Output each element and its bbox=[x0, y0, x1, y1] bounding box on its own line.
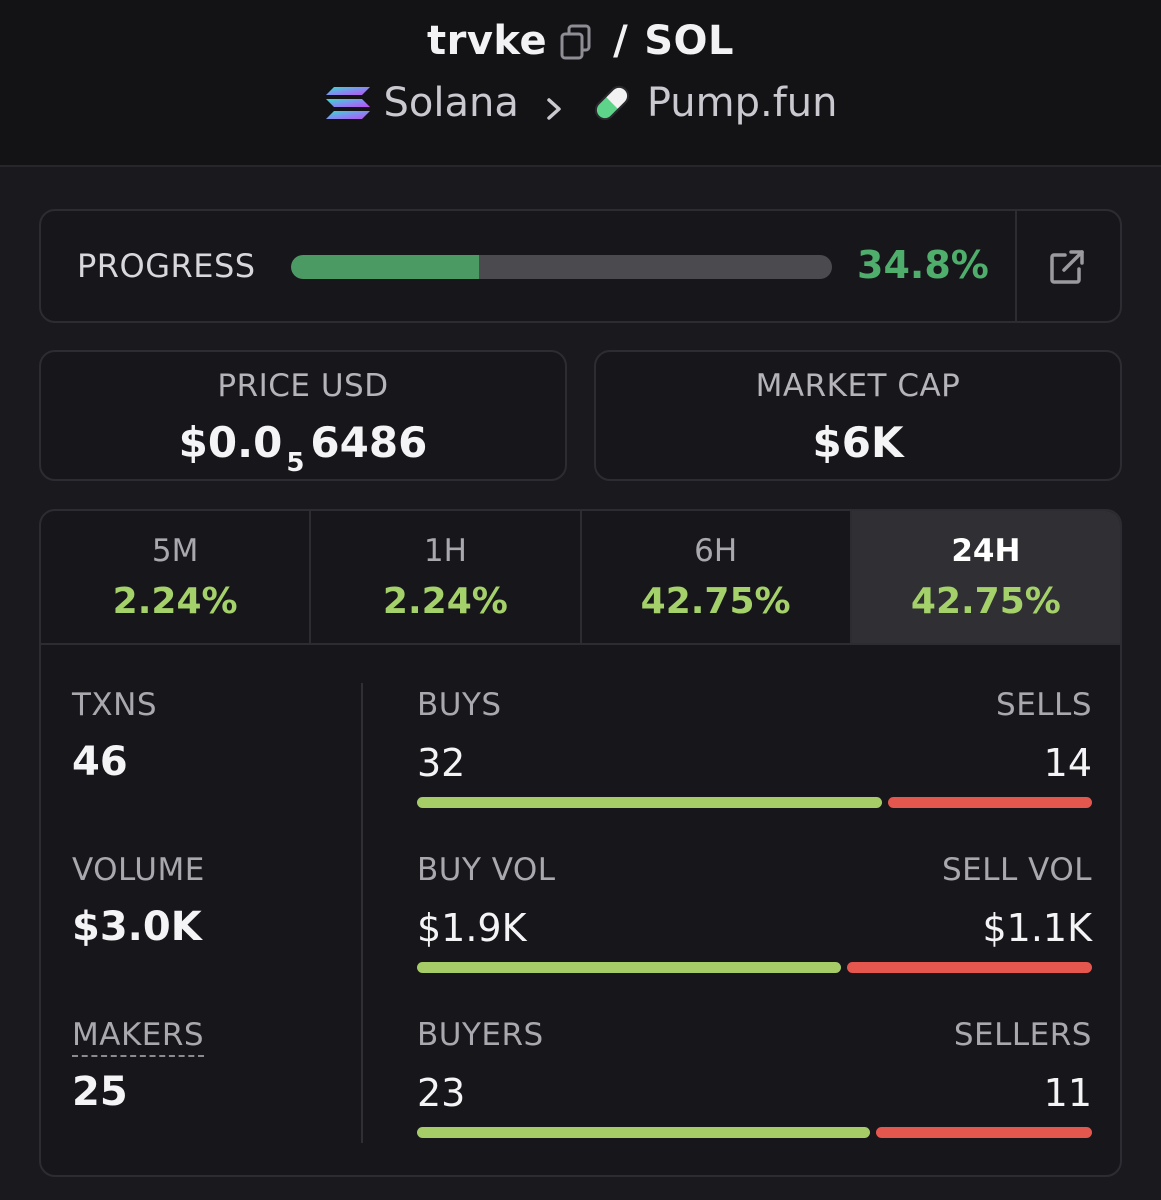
divider bbox=[1015, 211, 1017, 321]
breadcrumb-dex[interactable]: Pump.fun bbox=[646, 80, 838, 126]
tab-5m[interactable]: 5M 2.24% bbox=[41, 511, 312, 643]
sell-bar bbox=[846, 962, 1092, 973]
breadcrumb: Solana Pump.fun bbox=[0, 80, 1161, 126]
tab-label: 6H bbox=[694, 533, 738, 569]
chevron-right-icon bbox=[541, 88, 567, 120]
sells-label: SELLS bbox=[996, 687, 1092, 723]
price-usd-card: PRICE USD $0.0 5 6486 bbox=[39, 350, 567, 481]
market-cap-value: $6K bbox=[812, 418, 904, 467]
pair-title: trvke / SOL bbox=[0, 18, 1161, 64]
txns-label: TXNS bbox=[72, 687, 158, 723]
stats-panel: 5M 2.24% 1H 2.24% 6H 42.75% 24H 42.75% T… bbox=[39, 509, 1122, 1177]
breadcrumb-chain[interactable]: Solana bbox=[383, 80, 519, 126]
tab-24h[interactable]: 24H 42.75% bbox=[851, 511, 1120, 643]
buy-vol-value: $1.9K bbox=[417, 906, 527, 950]
buyers-sellers-bar bbox=[417, 1127, 1092, 1138]
totals-column: TXNS 46 VOLUME $3.0K MAKERS 25 bbox=[41, 647, 361, 1175]
progress-label: PROGRESS bbox=[77, 247, 256, 285]
copy-icon[interactable] bbox=[559, 24, 593, 62]
tab-change: 42.75% bbox=[910, 581, 1061, 622]
solana-logo-icon bbox=[324, 83, 372, 123]
tab-label: 24H bbox=[951, 533, 1021, 569]
tab-1h[interactable]: 1H 2.24% bbox=[311, 511, 582, 643]
tab-6h[interactable]: 6H 42.75% bbox=[582, 511, 852, 643]
sellers-label: SELLERS bbox=[953, 1017, 1092, 1053]
column-divider bbox=[361, 683, 363, 1143]
volume-split-bar bbox=[417, 962, 1092, 973]
price-prefix: $0.0 bbox=[178, 418, 283, 467]
txns-value: 46 bbox=[72, 739, 128, 785]
tab-change: 42.75% bbox=[640, 581, 791, 622]
token-symbol: trvke bbox=[427, 18, 548, 64]
progress-value: 34.8% bbox=[857, 243, 989, 287]
price-zero-count: 5 bbox=[286, 448, 305, 478]
bonding-progress-card: PROGRESS 34.8% bbox=[39, 209, 1122, 323]
buys-label: BUYS bbox=[417, 687, 502, 723]
progress-bar-fill bbox=[291, 255, 480, 279]
pair-separator: / bbox=[613, 18, 629, 64]
buy-bar bbox=[417, 962, 841, 973]
quote-symbol: SOL bbox=[644, 18, 734, 64]
tab-label: 5M bbox=[151, 533, 199, 569]
buy-bar bbox=[417, 797, 883, 808]
sell-bar bbox=[888, 797, 1092, 808]
buy-vol-label: BUY VOL bbox=[417, 852, 556, 888]
buys-sells-bar bbox=[417, 797, 1092, 808]
buyers-value: 23 bbox=[417, 1071, 466, 1115]
market-cap-card: MARKET CAP $6K bbox=[594, 350, 1122, 481]
buys-value: 32 bbox=[417, 741, 466, 785]
volume-label: VOLUME bbox=[72, 852, 205, 888]
timeframe-tabs: 5M 2.24% 1H 2.24% 6H 42.75% 24H 42.75% bbox=[41, 511, 1120, 645]
market-cap-label: MARKET CAP bbox=[755, 368, 961, 404]
tab-label: 1H bbox=[423, 533, 467, 569]
makers-label[interactable]: MAKERS bbox=[72, 1017, 205, 1057]
external-link-icon[interactable] bbox=[1047, 247, 1087, 287]
buyers-label: BUYERS bbox=[417, 1017, 544, 1053]
tab-change: 2.24% bbox=[382, 581, 508, 622]
sell-vol-value: $1.1K bbox=[982, 906, 1092, 950]
volume-value: $3.0K bbox=[72, 904, 202, 950]
price-usd-value: $0.0 5 6486 bbox=[41, 418, 565, 478]
price-digits: 6486 bbox=[310, 418, 428, 467]
sells-value: 14 bbox=[1043, 741, 1092, 785]
sellers-value: 11 bbox=[1043, 1071, 1092, 1115]
pill-logo-icon bbox=[589, 80, 635, 126]
buy-bar bbox=[417, 1127, 870, 1138]
progress-bar bbox=[291, 255, 832, 279]
price-usd-label: PRICE USD bbox=[217, 368, 389, 404]
sell-vol-label: SELL VOL bbox=[942, 852, 1092, 888]
pair-header: trvke / SOL bbox=[0, 0, 1161, 167]
sell-bar bbox=[875, 1127, 1092, 1138]
tab-change: 2.24% bbox=[112, 581, 238, 622]
makers-value: 25 bbox=[72, 1069, 128, 1115]
